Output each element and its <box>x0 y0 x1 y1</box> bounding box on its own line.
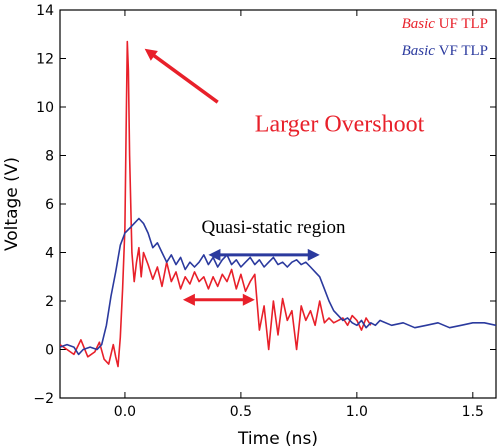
legend-entry-italic: Basic <box>402 43 439 59</box>
y-tick-label: 10 <box>36 100 54 116</box>
series-line-1 <box>60 40 372 368</box>
x-tick-label: 1.5 <box>462 404 484 420</box>
y-tick-label: 12 <box>36 52 54 68</box>
legend-entry-text: UF TLP <box>439 16 488 32</box>
y-tick-label: 6 <box>45 197 54 213</box>
annotation-2: Quasi-static region <box>201 217 346 238</box>
y-tick-label: 8 <box>45 149 54 165</box>
legend-entry-text: VF TLP <box>439 43 488 59</box>
y-tick-label: 0 <box>45 343 54 359</box>
annotations: Larger Overshoot Quasi-static region <box>201 111 424 238</box>
x-axis-label: Time (ns) <box>237 429 318 448</box>
y-tick-label: 2 <box>45 294 54 310</box>
x-tick-label: 0.0 <box>114 404 136 420</box>
arrow-head-2 <box>307 248 320 261</box>
arrow-tail-head-2 <box>208 248 221 261</box>
y-axis-label: Voltage (V) <box>2 157 22 251</box>
legend-entry-1: Basic UF TLP <box>402 16 488 32</box>
arrow-tail-head-3 <box>182 293 195 306</box>
series-line-2 <box>60 217 496 356</box>
arrow-head-1 <box>144 48 158 61</box>
y-tick-label: 14 <box>36 3 54 19</box>
legend-entry-2: Basic VF TLP <box>402 43 488 59</box>
arrow-head-3 <box>242 293 255 306</box>
legend-entry-italic: Basic <box>402 16 439 32</box>
axis-ticks: 0.0 0.5 1.0 1.5 −2 0 2 4 6 8 10 12 14 <box>33 3 496 420</box>
x-tick-label: 1.0 <box>346 404 368 420</box>
y-tick-label: 4 <box>45 246 54 262</box>
annotation-arrows <box>144 48 320 306</box>
annotation-1: Larger Overshoot <box>255 111 425 137</box>
x-tick-label: 0.5 <box>230 404 252 420</box>
data-series <box>60 40 496 368</box>
arrow-shaft-1 <box>151 53 219 104</box>
y-tick-label: −2 <box>33 391 54 407</box>
